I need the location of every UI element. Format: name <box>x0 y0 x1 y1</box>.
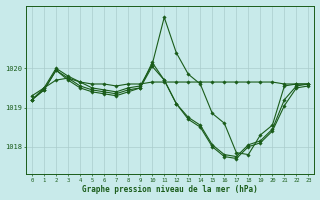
X-axis label: Graphe pression niveau de la mer (hPa): Graphe pression niveau de la mer (hPa) <box>82 185 258 194</box>
